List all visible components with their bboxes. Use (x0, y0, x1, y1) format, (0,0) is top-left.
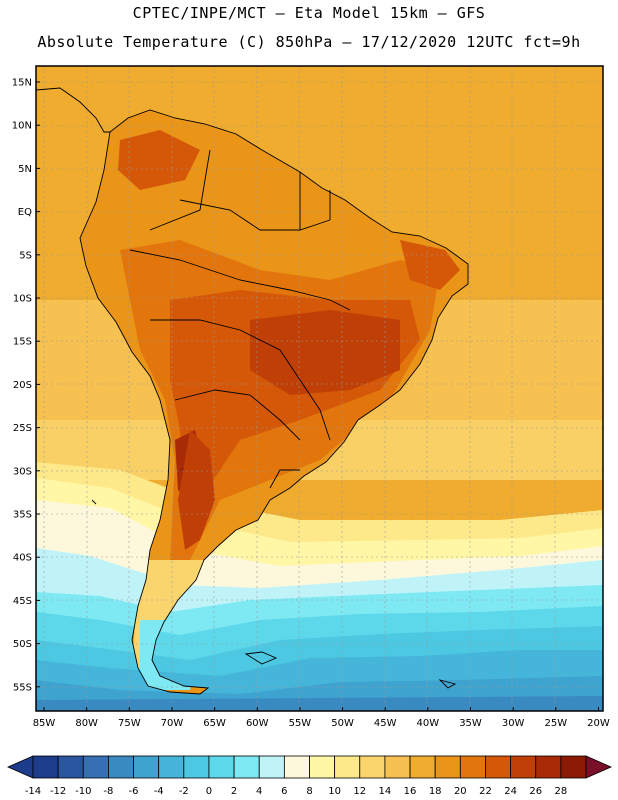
lon-label: 30W (502, 718, 525, 729)
colorbar-label: 6 (281, 786, 287, 797)
lat-label: EQ (18, 207, 32, 218)
colorbar-label: 26 (529, 786, 542, 797)
lat-label: 55S (13, 682, 32, 693)
colorbar-swatch (384, 755, 411, 779)
lon-label: 45W (374, 718, 397, 729)
colorbar-swatch (158, 755, 185, 779)
lat-label: 25S (13, 423, 32, 434)
colorbar-label: 4 (256, 786, 262, 797)
colorbar-label: -2 (179, 786, 189, 797)
colorbar-swatch (108, 755, 134, 779)
lon-label: 55W (289, 718, 312, 729)
colorbar-label: 14 (379, 786, 392, 797)
colorbar-swatch (233, 755, 260, 779)
colorbar-label: 24 (504, 786, 517, 797)
longitude-labels: 85W 80W 75W 70W 65W 60W 55W 50W 45W 40W 35W 30W 25W 2… (33, 707, 610, 729)
lon-label: 80W (75, 718, 98, 729)
colorbar-swatch (309, 755, 336, 779)
colorbar-label: -8 (103, 786, 113, 797)
colorbar-swatch (183, 755, 210, 779)
colorbar-label: 18 (429, 786, 442, 797)
colorbar-swatch (560, 755, 587, 779)
title-line-1: CPTEC/INPE/MCT – Eta Model 15km – GFS (132, 4, 486, 22)
colorbar-swatch (208, 755, 235, 779)
colorbar-label: -6 (129, 786, 139, 797)
colorbar-swatch (359, 755, 386, 779)
colorbar-swatch (133, 755, 160, 779)
colorbar-label: 22 (479, 786, 492, 797)
lon-label: 75W (118, 718, 141, 729)
lon-label: 70W (161, 718, 184, 729)
colorbar-label: 28 (554, 786, 567, 797)
colorbar-swatch (82, 755, 109, 779)
colorbar-label: 2 (231, 786, 237, 797)
lat-label: 20S (13, 380, 32, 391)
colorbar-swatch (283, 755, 310, 779)
colorbar-label: 12 (353, 786, 366, 797)
lon-label: 20W (587, 718, 610, 729)
colorbar-swatch (434, 755, 461, 779)
title-line-2: Absolute Temperature (C) 850hPa – 17/12/… (37, 33, 581, 51)
lat-label: 40S (13, 553, 32, 564)
lat-label: 15N (12, 78, 32, 89)
colorbar-label: 0 (206, 786, 212, 797)
lat-label: 10N (12, 121, 32, 132)
colorbar-swatch (334, 755, 361, 779)
lon-label: 50W (331, 718, 354, 729)
lon-label: 40W (417, 718, 440, 729)
lat-label: 45S (13, 596, 32, 607)
colorbar-label: -4 (154, 786, 164, 797)
colorbar-label: 16 (404, 786, 417, 797)
lat-label: 10S (13, 294, 32, 305)
colorbar-swatch (510, 755, 537, 779)
colorbar-label: 8 (306, 786, 312, 797)
lat-label: 15S (13, 337, 32, 348)
colorbar-label: -14 (25, 786, 41, 797)
colorbar-label: -10 (75, 786, 91, 797)
colorbar-swatch (409, 755, 436, 779)
latitude-labels: 15N 10N 5N EQ 5S 10S 15S 20S 25S 30S 35S 40S 45S 50S 5… (12, 78, 40, 693)
coastlines-borders (36, 87, 469, 695)
colorbar-swatch (485, 755, 511, 779)
temperature-field (36, 66, 603, 711)
colorbar-swatch (535, 755, 562, 779)
colorbar-swatch (258, 755, 285, 779)
colorbar: -14 -12 -10 -8 -6 -4 -2 0 2 4 6 8 10 12 14 16 18 20 22 24 26… (7, 755, 612, 797)
colorbar-label: 20 (454, 786, 467, 797)
lat-label: 50S (13, 639, 32, 650)
colorbar-label: -12 (50, 786, 66, 797)
lat-label: 5N (18, 164, 32, 175)
lon-label: 25W (544, 718, 567, 729)
lat-label: 5S (19, 250, 32, 261)
lon-label: 65W (203, 718, 226, 729)
lon-label: 60W (246, 718, 269, 729)
lat-label: 30S (13, 466, 32, 477)
map-frame (35, 65, 604, 712)
colorbar-label: 10 (328, 786, 341, 797)
colorbar-swatch (57, 755, 84, 779)
lat-label: 35S (13, 510, 32, 521)
lon-label: 85W (33, 718, 56, 729)
colorbar-swatch (459, 755, 486, 779)
colorbar-high-arrow (585, 755, 612, 779)
lon-label: 35W (459, 718, 482, 729)
colorbar-swatch (32, 755, 59, 779)
colorbar-low-arrow (7, 755, 34, 779)
